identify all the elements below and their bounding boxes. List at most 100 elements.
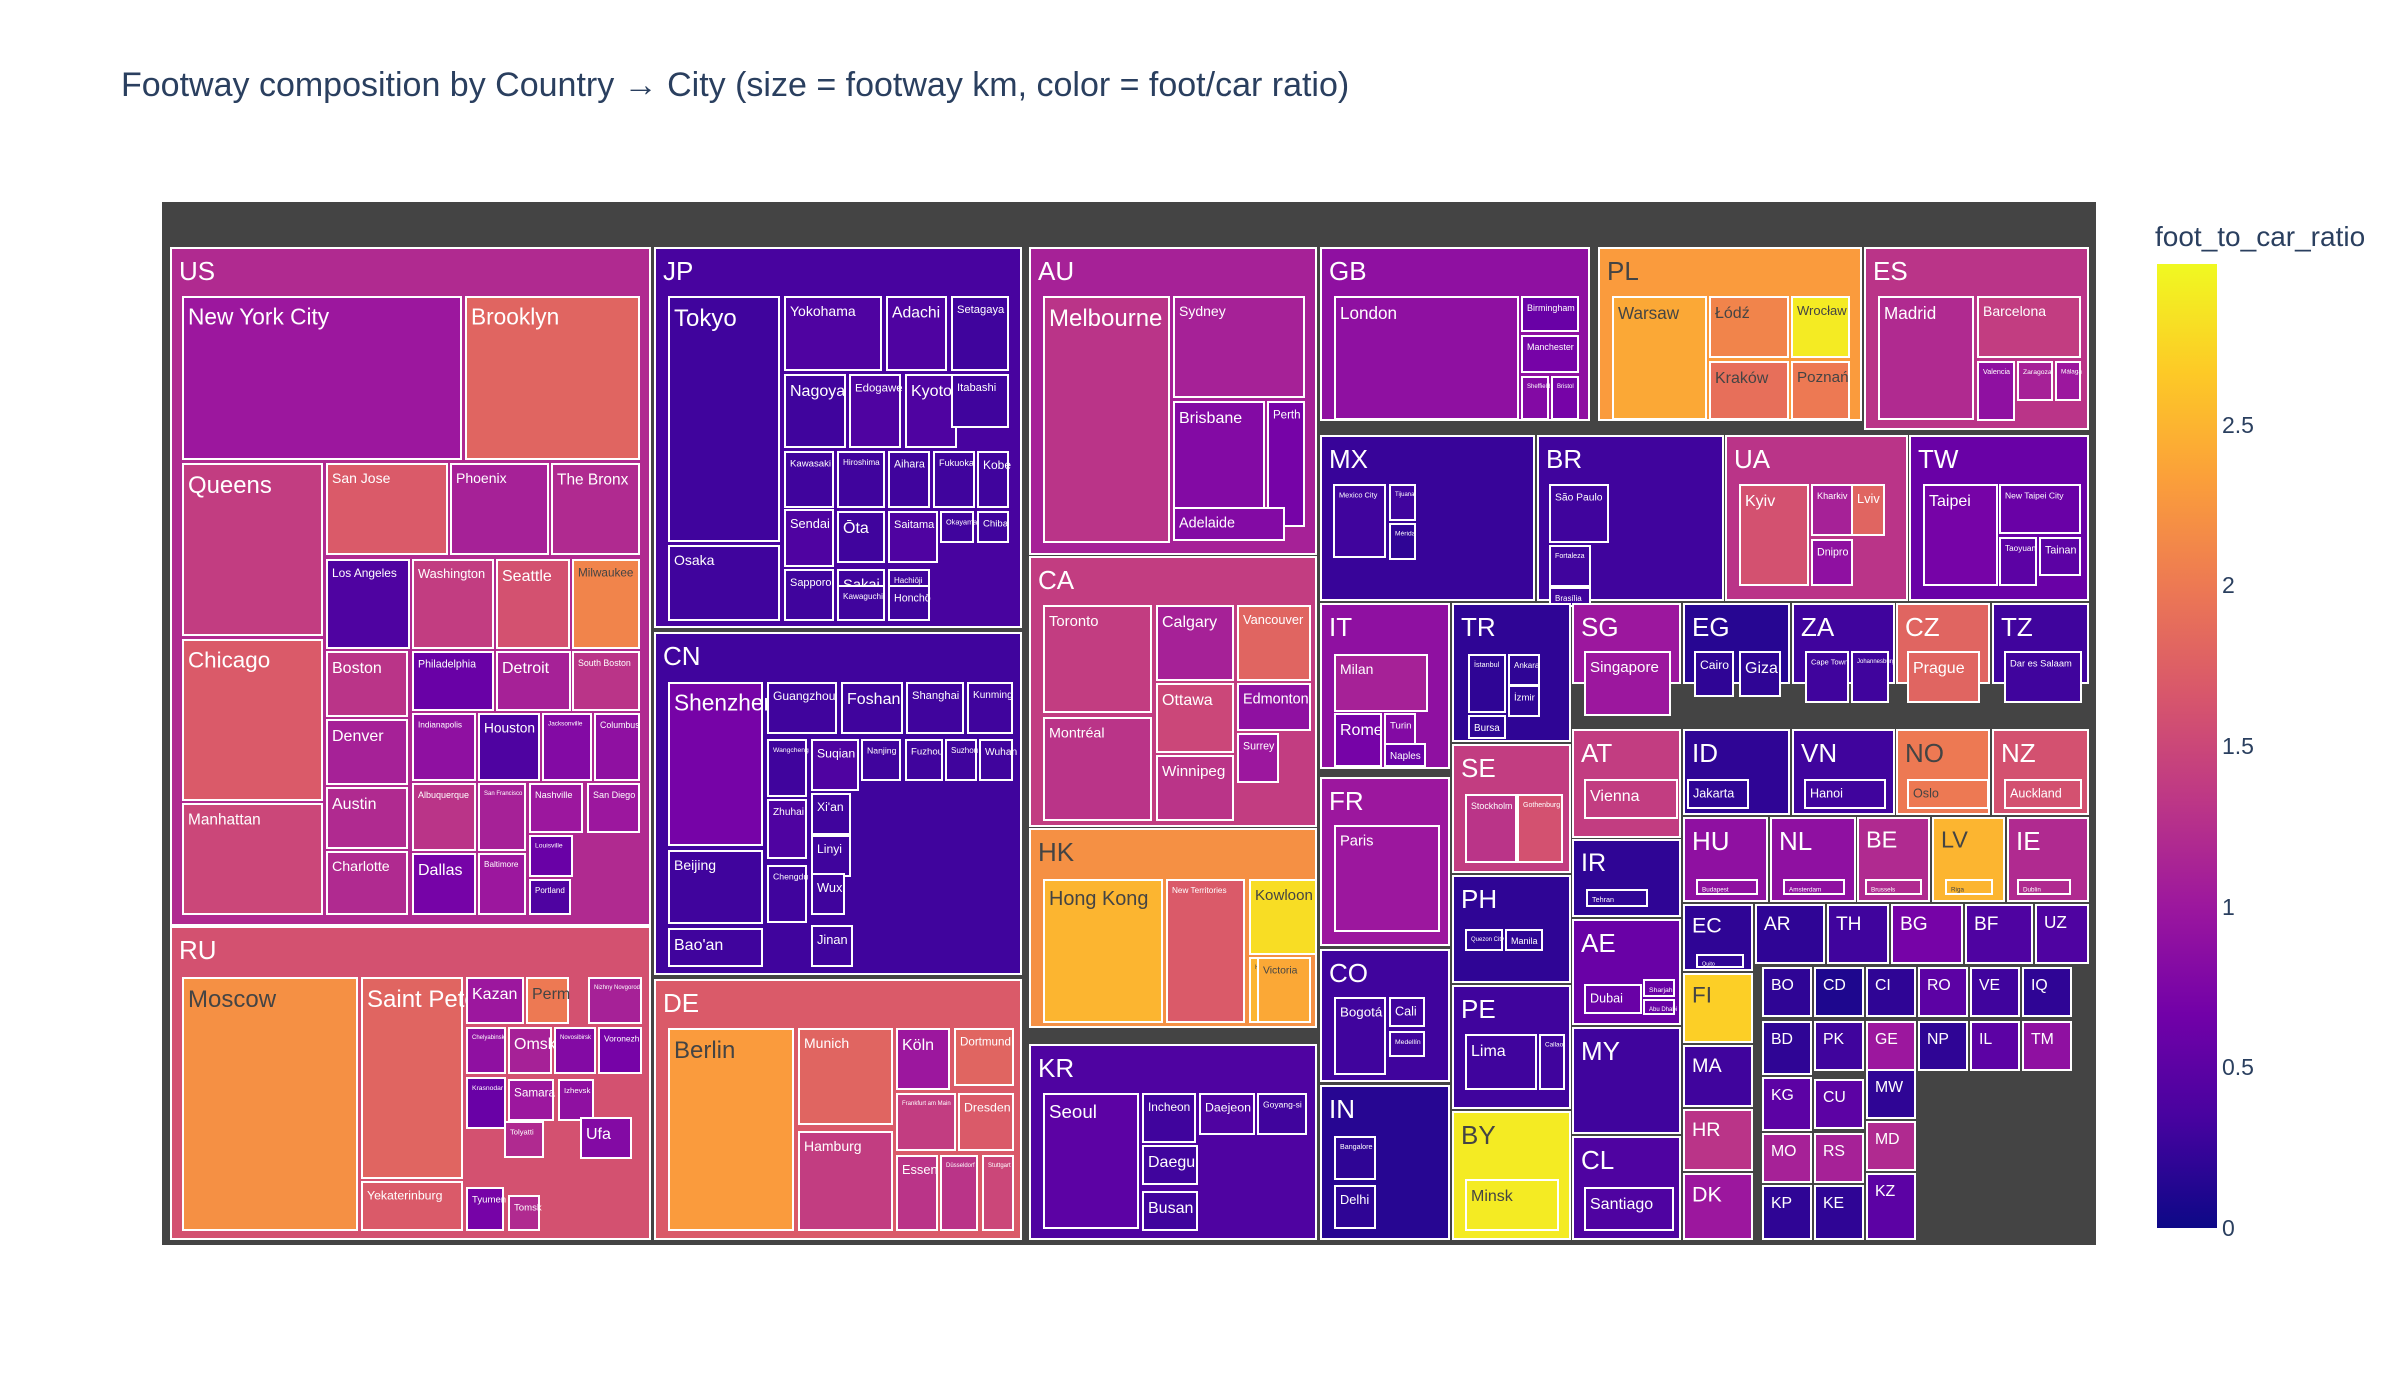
city-label-aihara: Aihara xyxy=(894,459,925,471)
country-group-it: ITMilanRome TurinNaples xyxy=(1321,604,1449,768)
city-label-brisbane: Brisbane xyxy=(1179,410,1242,427)
country-label-co: CO xyxy=(1329,958,1368,988)
city-label-denver: Denver xyxy=(332,728,384,745)
country-group-ci: CI xyxy=(1867,968,1915,1016)
city-tile-wuhan[interactable] xyxy=(980,740,1012,780)
country-label-ae: AE xyxy=(1581,928,1616,958)
country-label-dk: DK xyxy=(1692,1182,1722,1206)
country-tile-kg[interactable] xyxy=(1763,1078,1811,1130)
country-label-mx: MX xyxy=(1329,444,1368,474)
city-tile-new-territories[interactable] xyxy=(1167,880,1244,1022)
city-label-abu-dhabi: Abu Dhabi xyxy=(1649,1007,1677,1013)
country-label-my: MY xyxy=(1581,1036,1620,1066)
city-label-cape-town: Cape Town xyxy=(1811,657,1848,666)
city-label-brasi-lia: Brasília xyxy=(1555,594,1582,603)
city-label-nizhny-novgorod: Nizhny Novgorod xyxy=(594,985,640,991)
city-tile-zaragoza[interactable] xyxy=(2018,362,2052,400)
country-label-bd: BD xyxy=(1771,1031,1793,1048)
country-group-ro: RO xyxy=(1919,968,1967,1016)
city-label-chiba: Chiba xyxy=(983,519,1009,530)
city-label-kowloon: Kowloon xyxy=(1255,887,1313,904)
city-label-bogota: Bogotá xyxy=(1340,1004,1383,1019)
city-label-naples: Naples xyxy=(1390,751,1421,762)
country-group-jp: JPTokyo Yokohama Adachi SetagayaNagoya Edoga… xyxy=(655,248,1021,627)
country-label-eg: EG xyxy=(1692,612,1730,642)
country-label-kg: KG xyxy=(1771,1087,1794,1104)
country-group-us: USNew York City BrooklynQueens San Jose Pho… xyxy=(171,248,650,925)
country-group-cz: CZ Prague xyxy=(1897,604,1989,702)
city-label-wuxi: Wuxi xyxy=(817,880,845,895)
city-tile-melbourne[interactable] xyxy=(1044,297,1169,542)
city-tile-tijuana[interactable] xyxy=(1390,485,1415,520)
country-group-pk: PK xyxy=(1815,1022,1863,1070)
city-label-dubai: Dubai xyxy=(1590,992,1623,1006)
city-label-dresden: Dresden xyxy=(964,1100,1011,1114)
city-label-austin: Austin xyxy=(332,796,376,813)
city-label-dublin: Dublin xyxy=(2023,886,2041,893)
city-label-valencia: Valencia xyxy=(1983,367,2010,376)
city-tile-moscow[interactable] xyxy=(183,978,357,1230)
country-group-vn: VNHanoi xyxy=(1793,730,1894,814)
city-label-chicago: Chicago xyxy=(188,647,270,672)
country-group-ec: ECQuito xyxy=(1684,905,1752,970)
city-label-izhevsk: Izhevsk xyxy=(564,1086,590,1095)
country-group-gb: GBLondon BirminghamManchesterSheffield Bri… xyxy=(1321,248,1589,420)
city-label-san-diego: San Diego xyxy=(593,790,635,800)
city-label-brussels: Brussels xyxy=(1871,886,1895,893)
city-label-ankara: Ankara xyxy=(1514,661,1540,670)
city-label-sapporo: Sapporo xyxy=(790,577,831,589)
country-group-za: ZACape Town Johannesburg xyxy=(1793,604,1895,702)
country-label-mw: MW xyxy=(1875,1079,1903,1096)
city-label-vancouver: Vancouver xyxy=(1243,612,1304,627)
city-label-du-sseldorf: Düsseldorf xyxy=(946,1163,975,1169)
city-label-kyoto: Kyoto xyxy=(911,383,952,400)
city-label-yekaterinburg: Yekaterinburg xyxy=(367,1188,443,1202)
city-label-surrey: Surrey xyxy=(1243,741,1275,753)
country-group-tr: TRİstanbul AnkaraİzmirBursa xyxy=(1453,604,1570,741)
country-label-ca: CA xyxy=(1038,565,1075,595)
country-label-by: BY xyxy=(1461,1120,1496,1150)
city-label-new-york-city: New York City xyxy=(188,304,330,330)
country-label-hu: HU xyxy=(1692,826,1730,856)
country-group-bf: BF xyxy=(1966,905,2032,963)
city-label-bao-an: Bao'an xyxy=(674,937,723,954)
country-label-jp: JP xyxy=(663,256,693,286)
city-tile-tokyo[interactable] xyxy=(669,297,779,541)
country-group-uz: UZ xyxy=(2036,905,2088,963)
city-tile-ankara[interactable] xyxy=(1509,655,1539,685)
city-label-zhuhai: Zhuhai xyxy=(773,807,804,818)
city-label-krako-w: Kraków xyxy=(1715,370,1769,387)
city-tile-kawaguchi[interactable] xyxy=(838,586,884,620)
city-label-hamburg: Hamburg xyxy=(804,1138,862,1154)
country-group-hk: HKHong KongNew TerritoriesKowloonHong Ko… xyxy=(1030,829,1316,1027)
country-group-ph: PHQuezon City Manila xyxy=(1453,876,1570,982)
city-label-o-ta: Ōta xyxy=(843,519,869,537)
city-label-santiago: Santiago xyxy=(1590,1196,1653,1213)
country-label-tz: TZ xyxy=(2001,612,2033,642)
country-group-mw: MW xyxy=(1867,1070,1915,1118)
country-group-pl: PLWarsaw Łódź WrocławKraków Poznań xyxy=(1599,248,1861,420)
country-group-ru: RUMoscow Saint PetersburgKazan Perm Nizhny … xyxy=(171,927,650,1239)
city-label-indianapolis: Indianapolis xyxy=(418,720,462,729)
city-tile-me-rida[interactable] xyxy=(1390,524,1415,559)
city-label-prague: Prague xyxy=(1913,660,1965,677)
city-label-charlotte: Charlotte xyxy=(332,859,390,875)
country-tile-bd[interactable] xyxy=(1763,1022,1811,1074)
city-label-phoenix: Phoenix xyxy=(456,470,507,486)
country-group-nz: NZAuckland xyxy=(1993,730,2088,814)
city-label-south-boston: South Boston xyxy=(578,658,631,668)
city-label-boston: Boston xyxy=(332,660,382,677)
country-label-cz: CZ xyxy=(1905,612,1940,642)
country-group-ae: AEDubaiSharjahAbu Dhabi xyxy=(1573,920,1680,1024)
city-label-shanghai: Shanghai xyxy=(912,690,959,702)
country-label-pe: PE xyxy=(1461,994,1496,1024)
country-group-id: IDJakarta xyxy=(1684,730,1789,814)
city-label-milwaukee: Milwaukee xyxy=(578,567,633,580)
city-label-gothenburg: Gothenburg xyxy=(1523,802,1560,809)
city-label-tainan: Tainan xyxy=(2045,545,2076,557)
country-group-il: IL xyxy=(1971,1022,2019,1070)
city-label-munich: Munich xyxy=(804,1035,849,1051)
city-label-cali: Cali xyxy=(1395,1005,1417,1019)
country-label-kz: KZ xyxy=(1875,1183,1896,1200)
